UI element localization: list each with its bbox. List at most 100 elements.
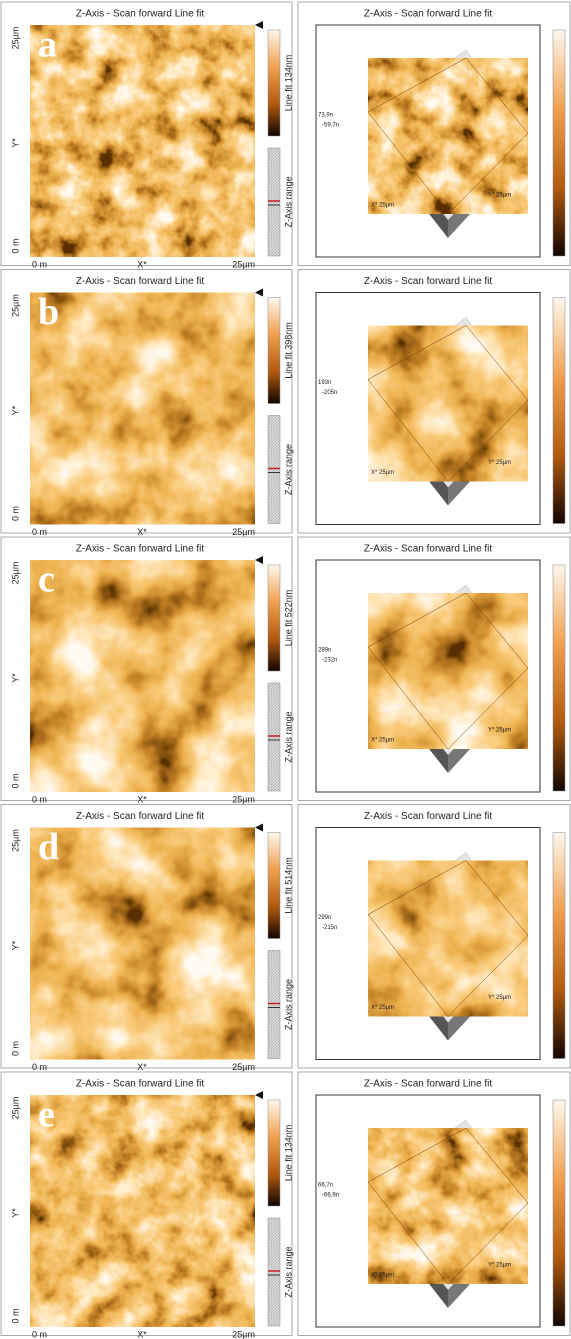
figure: Z-Axis - Scan forward Line fit a 25µm Y* 0 m… xyxy=(0,0,571,1339)
panel-letter: c xyxy=(38,559,55,601)
colorbar-3d xyxy=(553,298,565,524)
range-label: Z-Axis range xyxy=(283,444,293,495)
x-label: X* xyxy=(137,1062,147,1072)
panel-title: Z-Axis - Scan forward Line fit xyxy=(76,811,205,822)
panel-letter: b xyxy=(38,291,59,333)
y-top: 25µm xyxy=(10,1097,20,1120)
y-bottom: 0 m xyxy=(10,1041,20,1056)
marker xyxy=(255,289,263,297)
y-axis-3d: Y* 25µm xyxy=(488,1263,511,1269)
x-left: 0 m xyxy=(32,527,47,537)
y-axis-3d: Y* 25µm xyxy=(488,460,511,466)
panel-title: Z-Axis - Scan forward Line fit xyxy=(364,811,493,822)
z-min: -205n xyxy=(322,390,337,396)
afm-image xyxy=(30,293,255,525)
y-bottom: 0 m xyxy=(10,773,20,788)
panel-letter: e xyxy=(38,1094,55,1136)
range-bar xyxy=(268,951,280,1059)
x-axis-3d: X* 25µm xyxy=(371,470,394,476)
range-label: Z-Axis range xyxy=(283,176,293,227)
z-max: 193n xyxy=(318,380,331,386)
panel-title: Z-Axis - Scan forward Line fit xyxy=(364,9,493,20)
x-left: 0 m xyxy=(32,1062,47,1072)
x-right: 25µm xyxy=(232,259,255,269)
marker xyxy=(255,824,263,832)
y-label: Y* xyxy=(10,138,20,148)
x-right: 25µm xyxy=(232,1062,255,1072)
panel-title: Z-Axis - Scan forward Line fit xyxy=(364,1079,493,1090)
x-axis-3d: X* 25µm xyxy=(371,1005,394,1011)
panel-title: Z-Axis - Scan forward Line fit xyxy=(364,276,493,287)
x-label: X* xyxy=(137,794,147,804)
panel-title: Z-Axis - Scan forward Line fit xyxy=(364,544,493,555)
z-max: 299n xyxy=(318,915,331,921)
z-max: 289n xyxy=(318,648,331,654)
x-axis-3d: X* 25µm xyxy=(371,738,394,744)
range-bar xyxy=(268,148,280,256)
x-right: 25µm xyxy=(232,1329,255,1339)
panel-title: Z-Axis - Scan forward Line fit xyxy=(76,544,205,555)
z-min: -66,9n xyxy=(322,1193,339,1199)
afm-image xyxy=(30,828,255,1060)
x-right: 25µm xyxy=(232,527,255,537)
colorbar-label: Line fit 514nm xyxy=(283,857,293,914)
range-bar xyxy=(268,683,280,791)
marker xyxy=(255,556,263,564)
z-max: 66,7n xyxy=(318,1183,333,1189)
y-bottom: 0 m xyxy=(10,238,20,253)
colorbar-label: Line fit 522nm xyxy=(283,590,293,647)
afm-image xyxy=(30,1095,255,1327)
panel-title: Z-Axis - Scan forward Line fit xyxy=(76,276,205,287)
z-min: -215n xyxy=(322,925,337,931)
marker xyxy=(255,21,263,29)
y-label: Y* xyxy=(10,1208,20,1218)
y-label: Y* xyxy=(10,405,20,415)
y-axis-3d: Y* 25µm xyxy=(488,995,511,1001)
x-axis-3d: X* 25µm xyxy=(371,1273,394,1279)
x-left: 0 m xyxy=(32,1329,47,1339)
x-left: 0 m xyxy=(32,259,47,269)
range-label: Z-Axis range xyxy=(283,979,293,1030)
x-label: X* xyxy=(137,259,147,269)
range-bar xyxy=(268,416,280,524)
x-label: X* xyxy=(137,527,147,537)
y-top: 25µm xyxy=(10,829,20,852)
afm-image xyxy=(30,560,255,792)
y-top: 25µm xyxy=(10,294,20,317)
panel-letter: a xyxy=(38,24,57,66)
y-axis-3d: Y* 25µm xyxy=(488,193,511,199)
y-top: 25µm xyxy=(10,562,20,585)
z-max: 73,9n xyxy=(318,113,333,119)
range-label: Z-Axis range xyxy=(283,1246,293,1297)
y-label: Y* xyxy=(10,940,20,950)
y-bottom: 0 m xyxy=(10,1308,20,1323)
z-min: -232n xyxy=(322,658,337,664)
colorbar xyxy=(268,30,280,136)
colorbar xyxy=(268,1100,280,1206)
panel-title: Z-Axis - Scan forward Line fit xyxy=(76,1079,205,1090)
y-axis-3d: Y* 25µm xyxy=(488,728,511,734)
z-min: -59,7n xyxy=(322,123,339,129)
colorbar-3d xyxy=(553,1100,565,1326)
range-label: Z-Axis range xyxy=(283,711,293,762)
x-right: 25µm xyxy=(232,794,255,804)
marker xyxy=(255,1091,263,1099)
colorbar-label: Line fit 398nm xyxy=(283,322,293,379)
colorbar-3d xyxy=(553,565,565,791)
x-axis-3d: X* 25µm xyxy=(371,203,394,209)
colorbar-3d xyxy=(553,833,565,1059)
y-top: 25µm xyxy=(10,27,20,50)
panel-letter: d xyxy=(38,826,59,868)
colorbar xyxy=(268,833,280,939)
range-bar xyxy=(268,1218,280,1326)
y-bottom: 0 m xyxy=(10,506,20,521)
colorbar xyxy=(268,565,280,671)
colorbar-3d xyxy=(553,30,565,256)
colorbar-label: Line fit 134nm xyxy=(283,1125,293,1182)
panel-title: Z-Axis - Scan forward Line fit xyxy=(76,9,205,20)
y-label: Y* xyxy=(10,673,20,683)
colorbar xyxy=(268,298,280,404)
x-left: 0 m xyxy=(32,794,47,804)
x-label: X* xyxy=(137,1329,147,1339)
afm-image xyxy=(30,25,255,257)
